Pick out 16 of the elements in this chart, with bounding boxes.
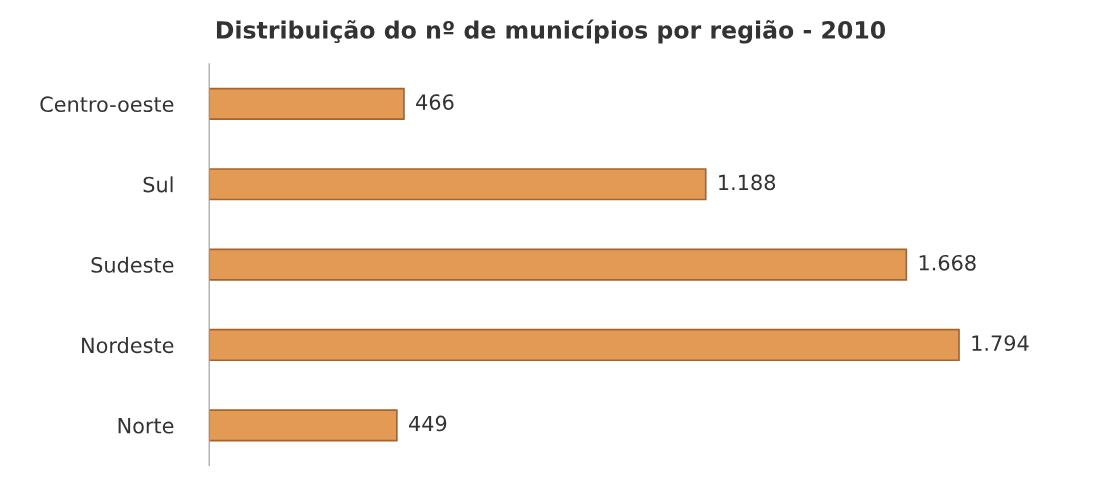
y-tick-label: Centro-oeste — [40, 96, 174, 113]
bar — [209, 248, 908, 281]
data-label: 466 — [416, 94, 454, 110]
y-tick-label: Norte — [118, 418, 174, 434]
y-tick-label: Sudeste — [91, 256, 174, 273]
data-label: 449 — [408, 415, 447, 432]
data-label: 1.668 — [919, 254, 976, 271]
bar — [209, 328, 960, 362]
data-label: 1.794 — [972, 335, 1029, 351]
chart-title: Distribuição do nº de municípios por região - 2010 — [216, 19, 886, 44]
bar — [209, 168, 707, 201]
y-tick-label: Sul — [143, 176, 173, 193]
bar — [209, 87, 405, 120]
y-tick-label: Nordeste — [82, 337, 174, 354]
data-label: 1.188 — [719, 174, 776, 191]
bar — [209, 409, 398, 442]
